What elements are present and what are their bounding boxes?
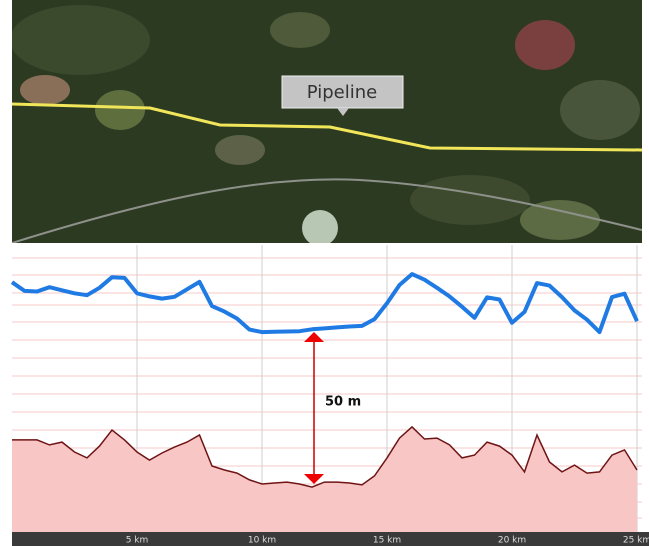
- x-tick-label: 25 km: [623, 536, 649, 546]
- x-tick-label: 15 km: [373, 536, 401, 546]
- area: [12, 427, 637, 532]
- x-tick-label: 5 km: [126, 536, 149, 546]
- line: [12, 274, 637, 332]
- annotation: 50 m: [325, 395, 361, 410]
- screen: Pipeline 50 m 5 km 10 km 15 km 20 km 25 km: [0, 0, 649, 546]
- x-tick-label: 20 km: [498, 536, 526, 546]
- gap-annotation: 50 m: [304, 332, 361, 484]
- x-tick-label: 10 km: [248, 536, 276, 546]
- x-axis-bar: [12, 532, 649, 546]
- plot: [12, 245, 637, 532]
- satellite-map: Pipeline: [10, 0, 642, 246]
- map-label: Pipeline: [307, 82, 377, 103]
